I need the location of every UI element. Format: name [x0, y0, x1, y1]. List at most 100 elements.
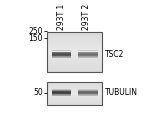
Bar [52, 51, 71, 52]
Bar [47, 96, 102, 97]
Bar [52, 95, 71, 96]
Bar [78, 92, 98, 93]
Bar [47, 99, 102, 100]
Bar [47, 48, 102, 49]
Bar [47, 69, 102, 70]
Bar [78, 89, 98, 90]
Bar [47, 33, 102, 34]
Bar [78, 55, 98, 56]
Bar [47, 41, 102, 42]
Bar [47, 66, 102, 67]
Bar [47, 57, 102, 58]
Bar [78, 94, 98, 95]
Bar [52, 90, 71, 91]
Bar [78, 52, 98, 53]
Bar [47, 65, 102, 66]
Bar [78, 95, 98, 96]
Bar [78, 93, 98, 94]
Bar [47, 97, 102, 98]
Bar [47, 85, 102, 86]
Bar [47, 47, 102, 48]
Bar [47, 94, 102, 95]
Bar [47, 89, 102, 90]
Bar [47, 83, 102, 84]
Bar [78, 91, 98, 92]
Bar [47, 103, 102, 104]
Bar [52, 93, 71, 94]
Bar [52, 52, 71, 53]
Bar [47, 60, 102, 61]
Bar [52, 53, 71, 54]
Bar [47, 104, 102, 105]
Bar [52, 91, 71, 92]
Bar [52, 54, 71, 55]
Bar [47, 87, 102, 88]
Bar [47, 32, 102, 33]
Bar [47, 102, 102, 103]
Bar [47, 44, 102, 45]
Bar [47, 86, 102, 87]
Bar [47, 34, 102, 35]
Text: 293T 2: 293T 2 [82, 4, 91, 30]
Bar [52, 50, 71, 51]
Bar [52, 94, 71, 95]
Bar [47, 84, 102, 85]
Text: 293T 1: 293T 1 [57, 4, 66, 30]
Bar [47, 58, 102, 59]
Bar [47, 49, 102, 50]
Bar [47, 37, 102, 38]
Bar [47, 98, 102, 99]
Text: TSC2: TSC2 [105, 50, 125, 59]
Bar [52, 57, 71, 58]
Bar [78, 51, 98, 52]
Bar [47, 64, 102, 65]
Bar [78, 56, 98, 57]
Bar [47, 43, 102, 44]
Bar [47, 90, 102, 91]
Bar [47, 61, 102, 62]
Bar [47, 62, 102, 63]
Bar [78, 53, 98, 54]
Bar [47, 100, 102, 101]
Bar [52, 56, 71, 57]
Text: TUBULIN: TUBULIN [105, 88, 138, 97]
Bar [47, 56, 102, 57]
Bar [47, 42, 102, 43]
Bar [47, 101, 102, 102]
Bar [47, 82, 102, 105]
Bar [47, 88, 102, 89]
Bar [47, 53, 102, 54]
Bar [47, 59, 102, 60]
Bar [47, 93, 102, 94]
Bar [47, 92, 102, 93]
Bar [47, 55, 102, 56]
Bar [52, 89, 71, 90]
Bar [47, 51, 102, 52]
Bar [47, 45, 102, 46]
Bar [47, 63, 102, 64]
Bar [47, 32, 102, 72]
Bar [78, 57, 98, 58]
Bar [78, 50, 98, 51]
Bar [47, 70, 102, 71]
Bar [47, 35, 102, 36]
Bar [47, 39, 102, 40]
Bar [52, 55, 71, 56]
Text: 150: 150 [29, 34, 43, 43]
Bar [47, 71, 102, 72]
Bar [47, 91, 102, 92]
Bar [47, 38, 102, 39]
Bar [47, 67, 102, 68]
Bar [78, 90, 98, 91]
Bar [47, 50, 102, 51]
Bar [47, 82, 102, 83]
Bar [47, 40, 102, 41]
Text: 50: 50 [33, 88, 43, 97]
Bar [52, 92, 71, 93]
Bar [47, 36, 102, 37]
Bar [47, 95, 102, 96]
Bar [47, 68, 102, 69]
Text: 250: 250 [29, 27, 43, 36]
Bar [78, 54, 98, 55]
Bar [47, 54, 102, 55]
